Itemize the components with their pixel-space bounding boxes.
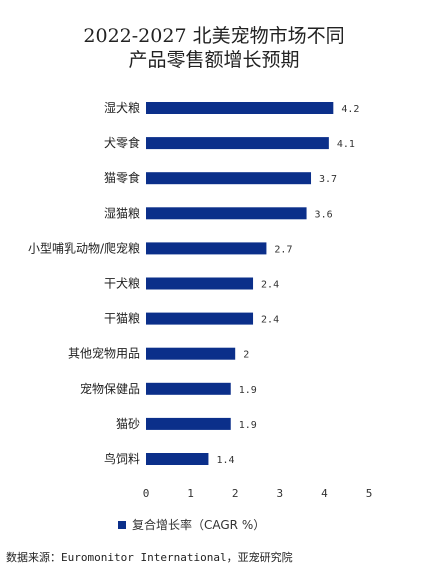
category-label: 小型哺乳动物/爬宠粮 [28, 240, 140, 255]
x-tick-label: 0 [143, 487, 150, 500]
bar [146, 242, 267, 255]
data-label: 1.9 [239, 385, 257, 396]
data-label: 2 [243, 350, 249, 361]
data-label: 3.7 [319, 174, 337, 185]
chart-title-line1: 2022-2027 北美宠物市场不同 [83, 25, 345, 47]
chart-legend: 复合增长率（CAGR %） [118, 516, 265, 533]
bar [146, 172, 312, 185]
data-label: 1.4 [216, 455, 234, 466]
chart-title-line2: 产品零售额增长预期 [128, 49, 300, 71]
category-label: 犬零食 [104, 135, 140, 150]
category-label: 其他宠物用品 [68, 346, 140, 361]
legend-label: 复合增长率（CAGR %） [132, 518, 266, 532]
data-label: 3.6 [315, 209, 333, 220]
bar [146, 382, 231, 395]
x-tick-label: 3 [276, 487, 283, 500]
bar [146, 277, 254, 290]
x-tick-label: 1 [187, 487, 194, 500]
legend-swatch [118, 520, 126, 529]
data-label: 4.1 [337, 139, 355, 150]
source-note: 数据来源：Euromonitor International，亚宠研究院 [6, 551, 293, 564]
x-tick-label: 5 [366, 487, 373, 500]
x-tick-label: 2 [232, 487, 239, 500]
category-label: 湿猫粮 [104, 205, 140, 220]
bar [146, 102, 334, 114]
data-label: 1.9 [239, 420, 257, 431]
bar [146, 453, 209, 465]
category-label: 湿犬粮 [104, 100, 140, 115]
bar [146, 347, 236, 360]
bar [146, 312, 254, 325]
category-label: 猫砂 [116, 417, 140, 431]
data-label: 2.7 [274, 244, 292, 255]
bar [146, 207, 307, 220]
category-label: 干猫粮 [104, 311, 140, 326]
data-label: 4.2 [341, 104, 359, 115]
data-label: 2.4 [261, 280, 279, 291]
category-label: 鸟饲料 [104, 451, 140, 466]
category-label: 干犬粮 [104, 276, 140, 291]
data-label: 2.4 [261, 315, 279, 326]
category-label: 猫零食 [104, 170, 140, 185]
bar [146, 137, 329, 150]
category-label: 宠物保健品 [80, 381, 140, 396]
bar [146, 417, 231, 430]
x-tick-label: 4 [321, 487, 328, 500]
